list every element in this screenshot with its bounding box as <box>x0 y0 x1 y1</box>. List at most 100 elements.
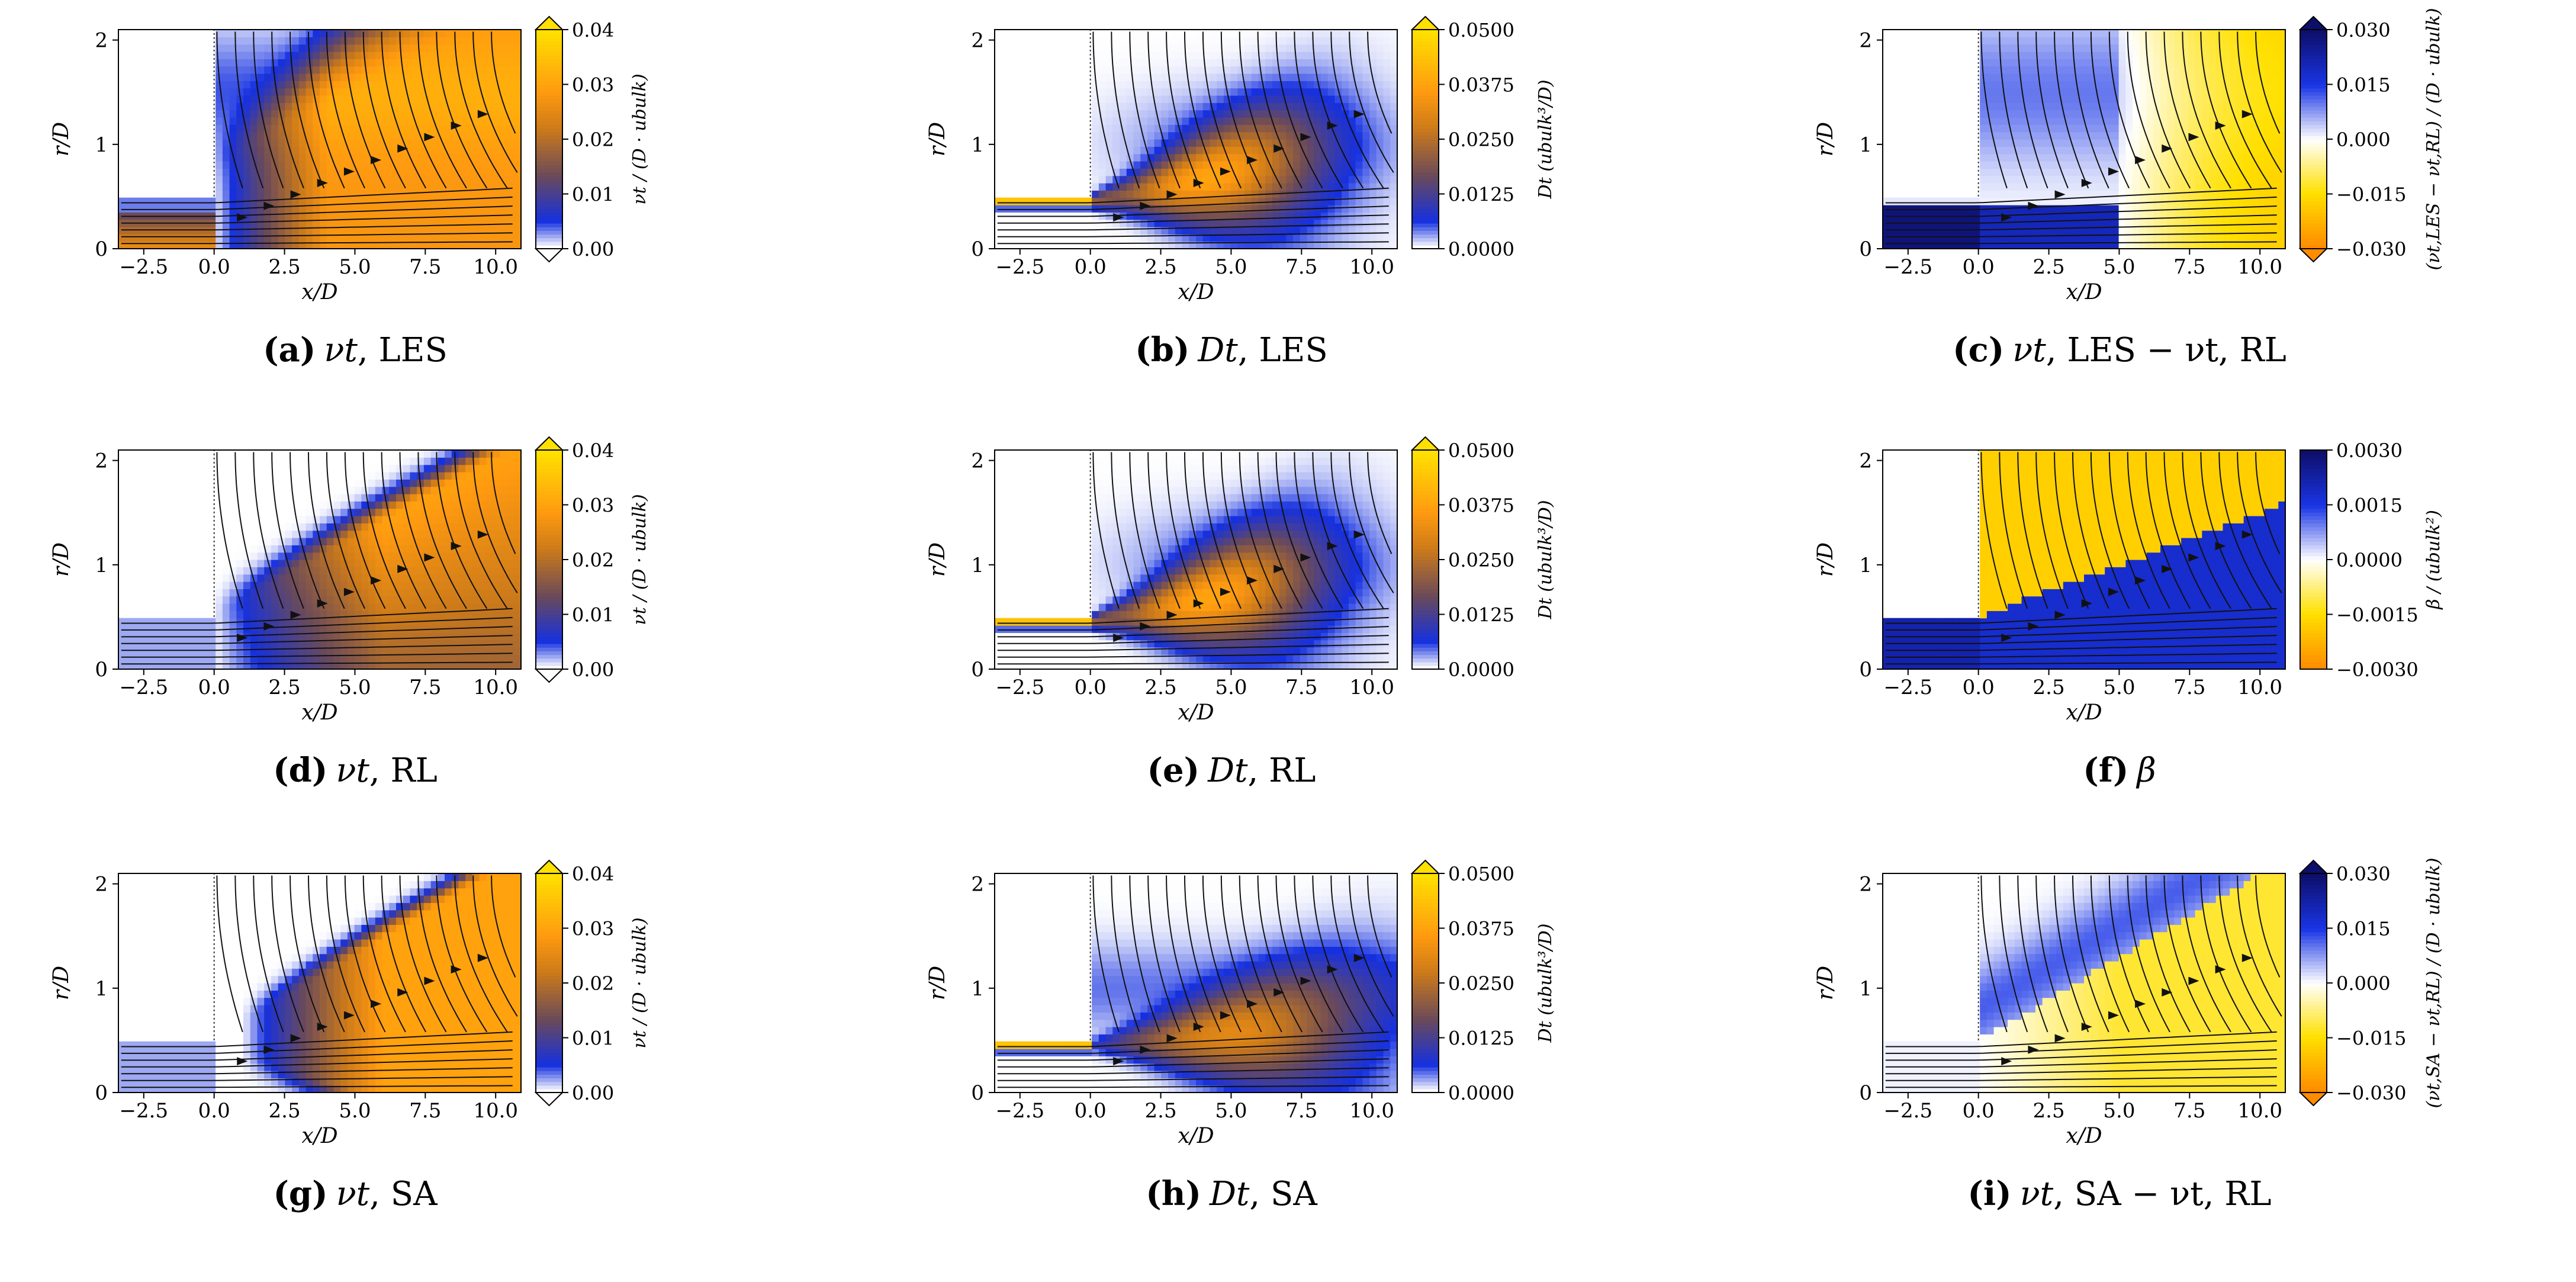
heatmap-cell <box>2125 37 2133 45</box>
heatmap-cell <box>326 190 335 198</box>
heatmap-cell <box>320 219 327 227</box>
colorbar-swatch <box>1412 62 1439 67</box>
heatmap-cell <box>1931 227 1939 234</box>
heatmap-cell <box>2035 66 2043 74</box>
heatmap-cell <box>340 44 348 52</box>
heatmap-cell <box>2077 66 2085 74</box>
heatmap-cell <box>2125 197 2133 205</box>
heatmap-cell <box>493 161 501 169</box>
heatmap-cell <box>486 197 494 205</box>
colorbar-swatch <box>2300 197 2327 202</box>
heatmap-cell <box>1217 161 1224 169</box>
heatmap-cell <box>1154 66 1162 74</box>
colorbar-swatch <box>2300 81 2327 85</box>
heatmap-cell <box>2118 139 2126 147</box>
heatmap-cell <box>298 139 307 147</box>
heatmap-cell <box>1993 190 2001 198</box>
heatmap-cell <box>222 37 230 45</box>
heatmap-cell <box>2028 95 2036 103</box>
heatmap-cell <box>1362 81 1370 89</box>
heatmap-cell <box>389 131 397 140</box>
heatmap-cell <box>222 95 230 103</box>
heatmap-cell <box>1986 66 1995 74</box>
heatmap-cell <box>1334 52 1342 59</box>
heatmap-cell <box>1321 117 1329 125</box>
heatmap-cell <box>347 124 355 133</box>
heatmap-cell <box>2153 175 2161 184</box>
heatmap-cell <box>430 212 438 220</box>
heatmap-cell <box>1098 88 1107 96</box>
heatmap-cell <box>1272 88 1280 96</box>
heatmap-cell <box>486 102 494 111</box>
heatmap-cell <box>1383 139 1391 147</box>
heatmap-cell <box>1327 52 1336 59</box>
heatmap-cell <box>458 241 466 249</box>
heatmap-cell <box>368 30 376 37</box>
heatmap-cell <box>403 241 411 249</box>
heatmap-cell <box>271 117 279 125</box>
heatmap-cell <box>368 124 376 133</box>
heatmap-cell <box>1334 241 1342 249</box>
heatmap-cell <box>2278 81 2286 89</box>
colorbar-swatch <box>1412 241 1439 246</box>
heatmap-cell <box>2098 66 2105 74</box>
heatmap-cell <box>1272 227 1280 234</box>
colorbar-swatch <box>536 44 562 49</box>
heatmap-cell <box>313 205 320 213</box>
heatmap-cell <box>1244 124 1252 133</box>
heatmap-cell <box>2021 197 2029 205</box>
heatmap-cell <box>216 661 223 670</box>
heatmap-cell <box>465 52 473 59</box>
heatmap-cell <box>1286 234 1294 242</box>
heatmap-cell <box>1355 197 1363 205</box>
heatmap-cell <box>1189 205 1197 213</box>
heatmap-cell <box>395 205 404 213</box>
heatmap-cell <box>1265 52 1273 59</box>
heatmap-cell <box>1168 153 1176 162</box>
heatmap-cell <box>2028 110 2036 118</box>
colorbar-swatch <box>536 227 562 231</box>
heatmap-cell <box>458 81 466 89</box>
heatmap-cell <box>445 139 452 147</box>
heatmap-cell <box>2139 227 2147 234</box>
heatmap-cell <box>2111 117 2120 125</box>
heatmap-cell <box>1237 81 1245 89</box>
heatmap-cell <box>285 161 292 169</box>
heatmap-cell <box>2118 52 2126 59</box>
heatmap-cell <box>340 139 348 147</box>
heatmap-cell <box>1161 73 1169 81</box>
heatmap-cell <box>2271 73 2279 81</box>
heatmap-cell <box>465 241 473 249</box>
heatmap-cell <box>216 508 223 516</box>
heatmap-cell <box>430 102 438 111</box>
heatmap-cell <box>1196 219 1204 227</box>
heatmap-cell <box>1022 197 1030 205</box>
heatmap-cell <box>1223 124 1231 133</box>
heatmap-cell <box>1327 190 1336 198</box>
heatmap-cell <box>229 241 237 249</box>
heatmap-cell <box>1217 30 1224 37</box>
heatmap-cell <box>298 197 307 205</box>
heatmap-cell <box>2209 117 2217 125</box>
heatmap-cell <box>2209 234 2217 242</box>
heatmap-cell <box>2250 190 2258 198</box>
heatmap-cell <box>1223 102 1231 111</box>
heatmap-cell <box>236 647 244 655</box>
heatmap-cell <box>395 219 404 227</box>
heatmap-cell <box>410 175 417 184</box>
heatmap-cell <box>2250 66 2258 74</box>
heatmap-cell <box>2215 153 2224 162</box>
heatmap-cell <box>292 131 300 140</box>
heatmap-cell <box>1092 175 1099 184</box>
heatmap-cell <box>2021 219 2029 227</box>
heatmap-cell <box>1105 234 1113 242</box>
heatmap-cell <box>1966 197 1974 205</box>
heatmap-cell <box>1098 73 1107 81</box>
heatmap-cell <box>2008 168 2015 176</box>
colorbar-swatch <box>1412 179 1439 184</box>
heatmap-cell <box>264 632 272 641</box>
heatmap-cell <box>167 647 175 655</box>
heatmap-cell <box>2215 197 2224 205</box>
heatmap-cell <box>1202 205 1211 213</box>
heatmap-cell <box>2167 190 2175 198</box>
